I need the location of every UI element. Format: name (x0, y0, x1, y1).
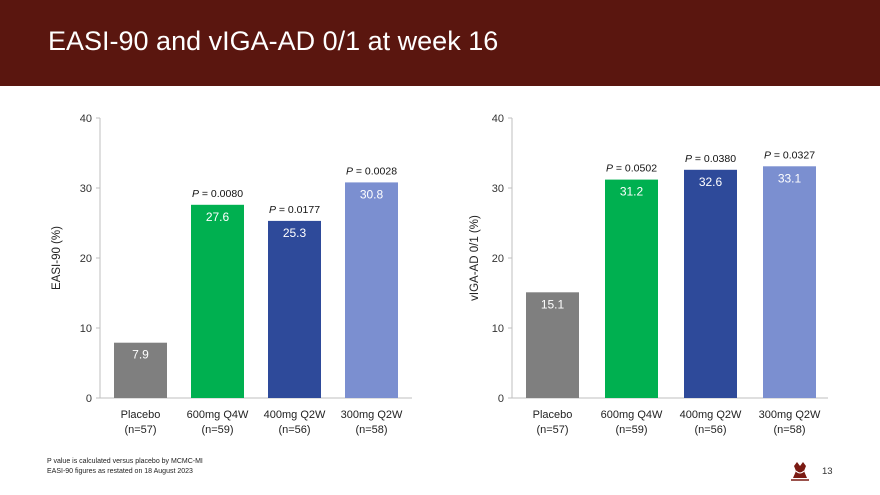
easi90-category-n-label: (n=56) (278, 424, 310, 436)
easi90-category-n-label: (n=57) (124, 424, 156, 436)
easi90-y-axis-label: EASI-90 (%) (51, 226, 63, 290)
easi90-y-tick-label: 30 (80, 183, 92, 195)
viga-p-value-label: P = 0.0502 (606, 163, 657, 175)
easi90-bar (268, 220, 321, 398)
viga-category-label: 600mg Q4W (601, 409, 663, 421)
viga-category-n-label: (n=59) (615, 424, 647, 436)
viga-y-tick-label: 0 (498, 393, 504, 405)
viga-category-label: Placebo (533, 409, 573, 421)
viga-y-tick-label: 30 (492, 183, 504, 195)
viga-p-value-label: P = 0.0380 (685, 153, 736, 165)
easi90-category-label: 300mg Q2W (341, 409, 403, 421)
viga-category-label: 300mg Q2W (759, 409, 821, 421)
viga-data-label: 32.6 (699, 175, 723, 189)
easi90-p-value-label: P = 0.0177 (269, 204, 320, 216)
easi90-y-tick-label: 20 (80, 253, 92, 265)
viga-bar (763, 166, 816, 398)
viga-bar (526, 292, 579, 398)
viga-data-label: 15.1 (541, 297, 565, 311)
viga-y-tick-label: 20 (492, 253, 504, 265)
ibex-logo-icon (791, 462, 809, 481)
viga-category-n-label: (n=58) (773, 424, 805, 436)
easi90-y-tick-label: 40 (80, 113, 92, 125)
viga-bar (605, 179, 658, 398)
easi90-category-n-label: (n=58) (355, 424, 387, 436)
easi90-data-label: 27.6 (206, 210, 230, 224)
title-bar: EASI-90 and vIGA-AD 0/1 at week 16 (0, 0, 880, 86)
easi90-category-n-label: (n=59) (201, 424, 233, 436)
viga-y-tick-label: 40 (492, 113, 504, 125)
viga-category-n-label: (n=56) (694, 424, 726, 436)
viga-data-label: 31.2 (620, 185, 644, 199)
viga-data-label: 33.1 (778, 171, 802, 185)
viga-p-value-label: P = 0.0327 (764, 149, 815, 161)
easi90-category-label: 400mg Q2W (264, 409, 326, 421)
easi90-y-tick-label: 0 (86, 393, 92, 405)
easi90-category-label: Placebo (121, 409, 161, 421)
easi90-bar (191, 204, 244, 398)
viga-category-n-label: (n=57) (536, 424, 568, 436)
footnote-restated: EASI-90 figures as restated on 18 August… (47, 468, 193, 475)
easi90-data-label: 30.8 (360, 187, 384, 201)
easi90-bar (345, 182, 398, 398)
easi90-data-label: 7.9 (132, 348, 149, 362)
easi90-p-value-label: P = 0.0028 (346, 165, 397, 177)
easi90-p-value-label: P = 0.0080 (192, 188, 243, 200)
page-number: 13 (822, 466, 833, 477)
viga-y-axis-label: vIGA-AD 0/1 (%) (469, 215, 481, 301)
easi90-bar (114, 342, 167, 398)
viga-y-tick-label: 10 (492, 323, 504, 335)
slide-title: EASI-90 and vIGA-AD 0/1 at week 16 (48, 26, 499, 56)
easi90-data-label: 25.3 (283, 226, 307, 240)
easi90-y-tick-label: 10 (80, 323, 92, 335)
footnote-pvalue: P value is calculated versus placebo by … (47, 458, 203, 465)
easi90-category-label: 600mg Q4W (187, 409, 249, 421)
viga-bar (684, 169, 737, 398)
viga-category-label: 400mg Q2W (680, 409, 742, 421)
